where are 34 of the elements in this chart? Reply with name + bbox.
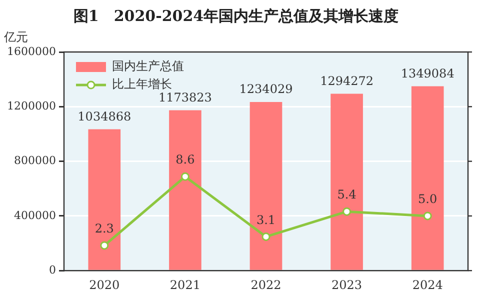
y-axis-title: 亿元 xyxy=(3,30,28,44)
bar xyxy=(411,86,444,270)
x-tick-label: 2023 xyxy=(332,278,362,292)
point xyxy=(342,207,352,216)
legend-label: 国内生产总值 xyxy=(112,59,184,74)
x-tick-label: 2020 xyxy=(89,278,120,292)
point xyxy=(262,232,270,241)
data-label: 3.1 xyxy=(256,212,276,227)
legend-label: 比上年增长 xyxy=(112,77,172,92)
data-label: 1034868 xyxy=(78,109,132,124)
data-label: 1173823 xyxy=(158,90,212,104)
point xyxy=(423,212,432,220)
data-label: 2.3 xyxy=(94,222,114,236)
bar xyxy=(88,129,121,270)
x-tick-label: 2021 xyxy=(170,278,200,292)
y-tick-label: 1200000 xyxy=(6,100,56,113)
y-tick-label: 800000 xyxy=(14,154,56,168)
data-label: 1294272 xyxy=(320,74,374,88)
point xyxy=(180,172,190,181)
bar xyxy=(169,110,202,270)
point xyxy=(100,241,109,250)
data-label: 5.4 xyxy=(337,188,357,202)
x-tick-label: 2022 xyxy=(250,278,282,292)
y-tick-label: 1600000 xyxy=(6,44,56,58)
data-label: 5.0 xyxy=(418,192,438,206)
y-tick-label: 400000 xyxy=(14,208,56,222)
data-label: 8.6 xyxy=(176,152,195,167)
data-label: 1234029 xyxy=(239,82,293,96)
x-tick-label: 2024 xyxy=(412,278,444,292)
data-label: 1349084 xyxy=(400,66,455,80)
bar xyxy=(330,94,363,270)
y-tick-label: 0 xyxy=(48,263,56,276)
chart-title: 图1 2020-2024年国内生产总值及其增长速度 xyxy=(73,6,399,25)
bar xyxy=(250,102,282,270)
